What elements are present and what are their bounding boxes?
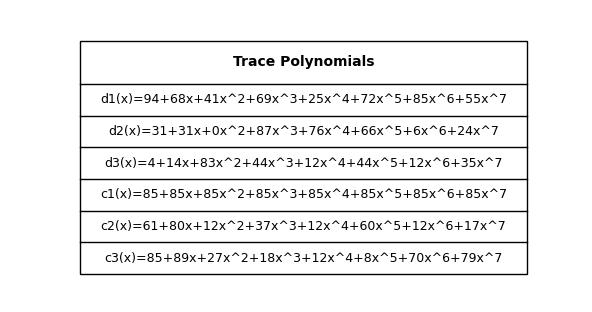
- Text: d1(x)=94+68x+41x^2+69x^3+25x^4+72x^5+85x^6+55x^7: d1(x)=94+68x+41x^2+69x^3+25x^4+72x^5+85x…: [100, 93, 507, 106]
- Text: Trace Polynomials: Trace Polynomials: [233, 56, 374, 70]
- Text: c1(x)=85+85x+85x^2+85x^3+85x^4+85x^5+85x^6+85x^7: c1(x)=85+85x+85x^2+85x^3+85x^4+85x^5+85x…: [100, 188, 507, 201]
- Text: c3(x)=85+89x+27x^2+18x^3+12x^4+8x^5+70x^6+79x^7: c3(x)=85+89x+27x^2+18x^3+12x^4+8x^5+70x^…: [104, 252, 503, 265]
- Text: d2(x)=31+31x+0x^2+87x^3+76x^4+66x^5+6x^6+24x^7: d2(x)=31+31x+0x^2+87x^3+76x^4+66x^5+6x^6…: [108, 125, 499, 138]
- Text: d3(x)=4+14x+83x^2+44x^3+12x^4+44x^5+12x^6+35x^7: d3(x)=4+14x+83x^2+44x^3+12x^4+44x^5+12x^…: [104, 157, 503, 170]
- Text: c2(x)=61+80x+12x^2+37x^3+12x^4+60x^5+12x^6+17x^7: c2(x)=61+80x+12x^2+37x^3+12x^4+60x^5+12x…: [101, 220, 506, 233]
